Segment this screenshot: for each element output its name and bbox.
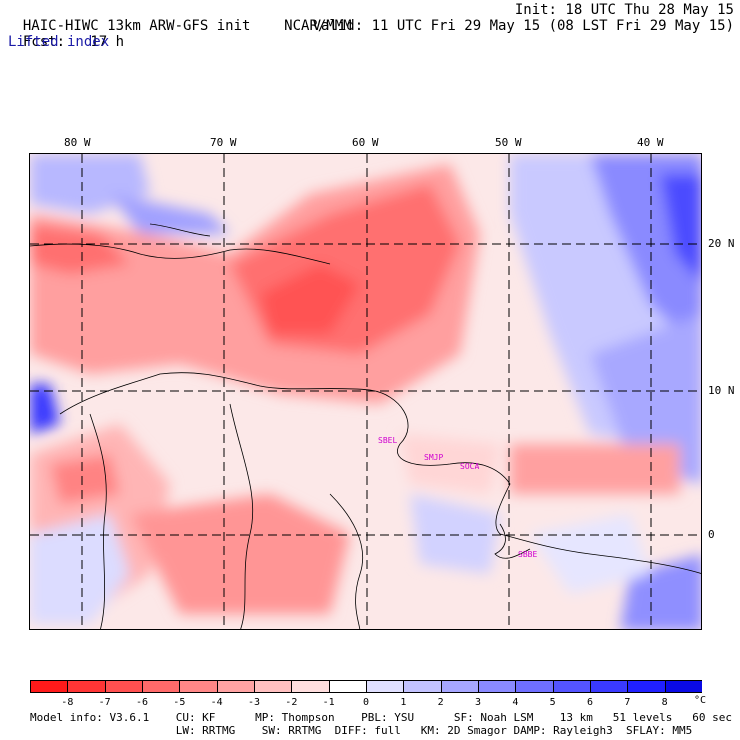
graticule — [30, 154, 701, 629]
org-name: NCAR/MMM — [284, 18, 352, 34]
colorbar-segment — [366, 680, 404, 693]
colorbar-segment — [30, 680, 68, 693]
colorbar-tick-label: -5 — [173, 697, 186, 708]
colorbar-segment — [478, 680, 516, 693]
colorbar-segment — [104, 680, 143, 693]
colorbar-tick-label: -3 — [247, 697, 261, 708]
model-info-line1: Model info: V3.6.1 CU: KF MP: Thompson P… — [30, 711, 732, 724]
colorbar-tick-label: 7 — [624, 697, 631, 708]
colorbar-tick-label: -4 — [210, 697, 223, 708]
valid-time: Valid: 11 UTC Fri 29 May 15 (08 LST Fri … — [312, 18, 734, 34]
coastline-layer — [30, 223, 701, 629]
colorbar-segment — [627, 680, 666, 693]
colorbar-unit: °C — [694, 695, 707, 706]
colorbar-segment — [216, 680, 255, 693]
lon-label-50w: 50 W — [495, 136, 522, 149]
colorbar-tick-label: 6 — [586, 697, 594, 708]
colorbar-tick-label: 3 — [474, 697, 482, 708]
colorbar-tick-label: -2 — [285, 697, 298, 708]
colorbar-tick-label: 4 — [512, 697, 519, 708]
model-title: HAIC-HIWC 13km ARW-GFS init NCAR/MMM — [6, 2, 352, 34]
station-sbbe: SBBE — [518, 550, 538, 559]
colorbar-segment — [515, 680, 554, 693]
colorbar-tick-label: -6 — [135, 697, 149, 708]
station-soca: SOCA — [460, 462, 480, 471]
colorbar-segment — [328, 680, 367, 693]
colorbar-segment — [440, 680, 479, 693]
lat-label-10n: 10 N — [708, 384, 735, 397]
lat-label-20n: 20 N — [708, 237, 735, 250]
colorbar-segment — [291, 680, 330, 693]
lon-label-60w: 60 W — [352, 136, 379, 149]
colorbar-segment — [664, 680, 703, 693]
colorbar-tick-label: 5 — [549, 697, 556, 708]
colorbar-segment — [67, 680, 106, 693]
forecast-hour: Fcst: 17 h — [6, 18, 124, 50]
fcst-value: 17 h — [90, 34, 125, 50]
colorbar-segment — [590, 680, 628, 693]
colorbar-tick-label: 0 — [362, 697, 370, 708]
init-time: Init: 18 UTC Thu 28 May 15 — [514, 2, 734, 18]
colorbar-tick-label: 8 — [661, 697, 668, 708]
colorbar-segment — [142, 680, 180, 693]
colorbar-segment — [552, 680, 591, 693]
colorbar-tick-label: 1 — [400, 697, 407, 708]
station-sbel: SBEL — [378, 436, 398, 445]
fcst-label: Fcst: — [22, 34, 66, 50]
colorbar-segment — [179, 680, 218, 693]
station-smjp: SMJP — [424, 453, 444, 462]
lifted-index-map — [30, 154, 701, 629]
lon-label-80w: 80 W — [64, 136, 91, 149]
colorbar-segment — [254, 680, 292, 693]
lat-label-0: 0 — [708, 528, 715, 541]
colorbar-tick-label: -8 — [61, 697, 74, 708]
lon-label-70w: 70 W — [210, 136, 237, 149]
colorbar-tick-label: -7 — [98, 697, 111, 708]
model-name: HAIC-HIWC 13km ARW-GFS init — [22, 18, 251, 34]
map-panel: SBEL SMJP SOCA SBBE — [29, 153, 702, 630]
colorbar-segment — [403, 680, 442, 693]
field-name: Lifted index — [8, 34, 110, 50]
lon-label-40w: 40 W — [637, 136, 664, 149]
colorbar-tick-label: 2 — [437, 697, 444, 708]
colorbar-tick-label: -1 — [322, 697, 335, 708]
model-info-line2: LW: RRTMG SW: RRTMG DIFF: full KM: 2D Sm… — [30, 724, 693, 737]
